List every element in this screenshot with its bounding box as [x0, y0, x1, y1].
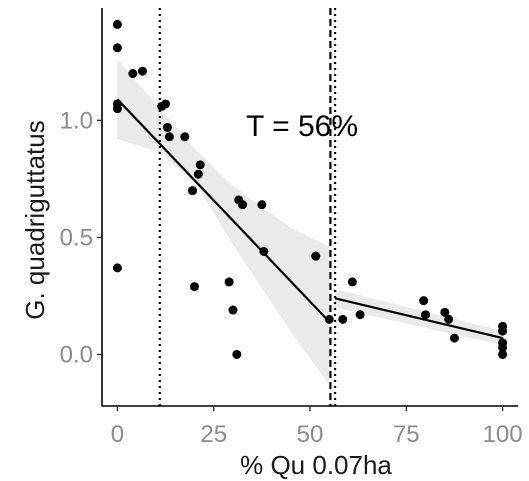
data-point: [195, 160, 205, 170]
data-point: [419, 296, 429, 306]
y-tick-label: 1.0: [60, 107, 93, 134]
x-tick-label: 0: [111, 421, 124, 448]
data-point: [164, 132, 174, 142]
axes: [97, 8, 518, 411]
fit-lines: [116, 98, 503, 340]
ci-ribbon-1: [117, 59, 330, 385]
data-point: [162, 122, 172, 132]
data-point: [112, 43, 122, 53]
x-tick-label: 75: [393, 421, 420, 448]
data-point: [137, 66, 147, 76]
data-point: [188, 186, 198, 196]
data-point: [128, 69, 138, 79]
tick-labels: 0 25 50 75 100 0.0 0.5 1.0: [60, 107, 523, 448]
data-point: [259, 246, 269, 256]
x-tick-label: 50: [297, 421, 324, 448]
data-point: [112, 19, 122, 29]
x-axis-title: % Qu 0.07ha: [240, 450, 392, 480]
y-axis-title: G. quadriguttatus: [20, 120, 50, 319]
data-point: [338, 314, 348, 324]
data-point: [355, 310, 365, 320]
data-point: [449, 333, 459, 343]
data-point: [232, 349, 242, 359]
x-tick-label: 25: [200, 421, 227, 448]
data-point: [347, 277, 357, 287]
fit-line-2: [334, 297, 503, 340]
data-point: [112, 104, 122, 114]
data-point: [193, 169, 203, 179]
y-tick-label: 0.0: [60, 341, 93, 368]
data-point: [498, 342, 508, 352]
data-point: [324, 314, 334, 324]
data-point: [498, 349, 508, 359]
data-point: [257, 200, 267, 210]
threshold-annotation: T = 56%: [246, 110, 358, 143]
data-point: [189, 282, 199, 292]
x-tick-label: 100: [483, 421, 523, 448]
data-points: [112, 19, 508, 359]
data-point: [421, 310, 431, 320]
data-point: [440, 307, 450, 317]
y-tick-label: 0.5: [60, 224, 93, 251]
data-point: [238, 200, 248, 210]
data-point: [161, 99, 171, 109]
data-point: [311, 251, 321, 261]
ci-ribbon-2: [335, 288, 503, 346]
data-point: [498, 326, 508, 336]
fit-line-1: [116, 98, 331, 323]
data-point: [444, 314, 454, 324]
data-point: [228, 305, 238, 315]
confidence-ribbons: [117, 59, 503, 385]
data-point: [180, 132, 190, 142]
threshold-lines: [158, 8, 337, 406]
data-point: [112, 263, 122, 273]
data-point: [224, 277, 234, 287]
